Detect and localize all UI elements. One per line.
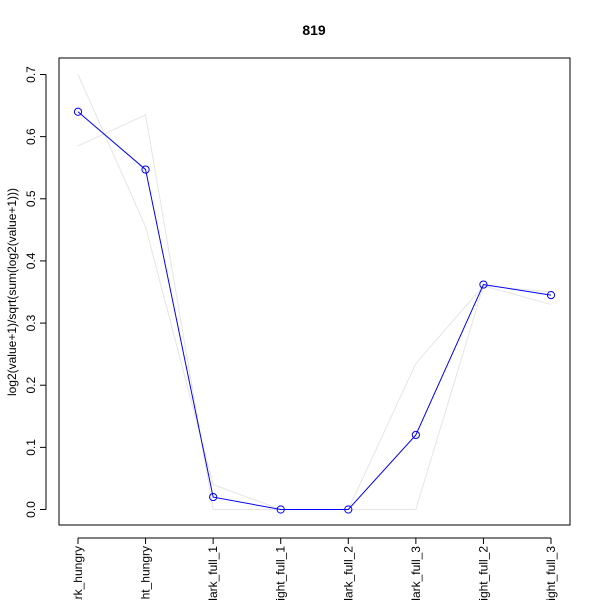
x-tick-label: dark_hungry — [71, 546, 85, 600]
x-tick-label: dark_full_2 — [341, 546, 355, 600]
data-point — [479, 280, 488, 289]
y-tick-label: 0.7 — [24, 66, 38, 83]
data-point — [209, 492, 218, 502]
x-tick-label: dark_full_1 — [206, 546, 220, 600]
plot-frame — [58, 57, 571, 526]
series-line — [77, 111, 552, 510]
y-tick-label: 0.2 — [24, 377, 38, 394]
data-point — [141, 165, 150, 174]
x-tick-label: light_full_2 — [476, 546, 490, 600]
x-tick-label: dark_full_3 — [409, 546, 423, 600]
data-point — [546, 291, 556, 300]
y-tick-label: 0.3 — [24, 314, 38, 331]
y-tick-label: 0.1 — [24, 439, 38, 456]
data-point — [344, 505, 353, 514]
data-point — [276, 505, 285, 514]
y-tick-label: 0.5 — [24, 190, 38, 207]
x-tick-label: light_full_3 — [544, 546, 558, 600]
data-point — [411, 430, 420, 440]
reference-line-2 — [77, 114, 552, 510]
main-series — [73, 107, 556, 514]
x-tick-label: light_hungry — [139, 546, 153, 600]
y-axis: 0.0 0.1 0.2 0.3 0.4 0.5 0.6 0.7 — [24, 66, 47, 518]
x-tick-label: light_full_1 — [274, 546, 288, 600]
x-axis: dark_hungry light_hungry dark_full_1 light_… — [71, 537, 558, 600]
y-axis-label: log2(value+1)/sqrt(sum(log2(value+1))) — [5, 188, 19, 396]
y-tick-label: 0.6 — [24, 128, 38, 145]
chart-title: 819 — [302, 22, 326, 38]
y-tick-label: 0.0 — [24, 501, 38, 518]
y-tick-label: 0.4 — [24, 252, 38, 269]
data-point — [73, 107, 83, 116]
